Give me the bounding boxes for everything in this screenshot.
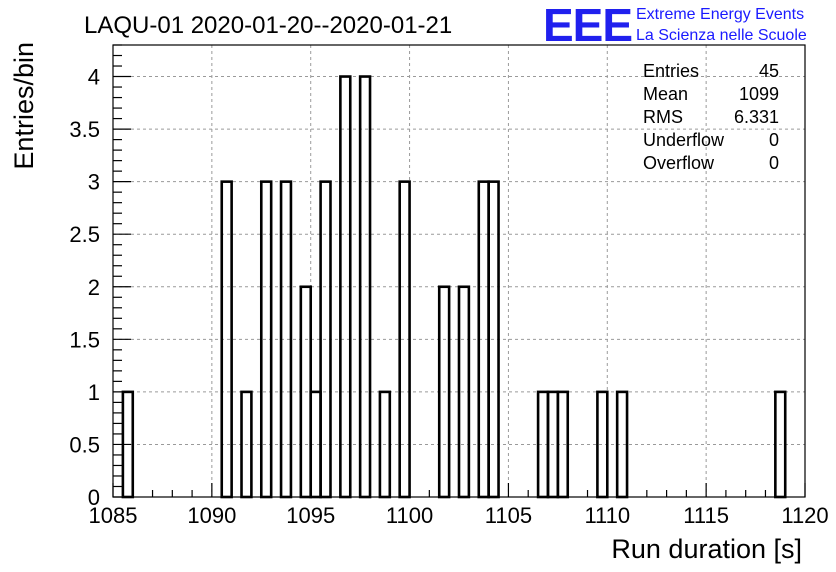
histogram-bars — [121, 75, 787, 499]
x-tick-labels: 1085 1090 1095 1100 1105 1110 1115 1120 — [89, 503, 829, 528]
logo-mark: EEE — [543, 0, 632, 51]
x-tick-label: 1115 — [683, 503, 729, 528]
y-tick-label: 0.5 — [69, 432, 100, 457]
y-tick-label: 3 — [88, 170, 100, 195]
y-tick-label: 3.5 — [69, 117, 100, 142]
x-tick-label: 1085 — [89, 503, 138, 528]
y-tick-label: 2.5 — [69, 222, 100, 247]
x-tick-label: 1095 — [286, 503, 335, 528]
stat-label: RMS — [643, 107, 683, 127]
y-tick-label: 2 — [88, 275, 100, 300]
x-tick-label: 1100 — [386, 503, 433, 528]
logo: EEE Extreme Energy Events La Scienza nel… — [543, 0, 807, 51]
stat-value: 6.331 — [734, 107, 779, 127]
chart-title: LAQU-01 2020-01-20--2020-01-21 — [84, 12, 452, 39]
x-tick-label: 1110 — [584, 503, 630, 528]
y-axis-title: Entries/bin — [9, 42, 39, 170]
stats-box: Entries 45 Mean 1099 RMS 6.331 Underflow 0 Overf… — [643, 61, 779, 173]
y-tick-label: 1.5 — [69, 327, 100, 352]
y-tick-label: 1 — [88, 380, 100, 405]
stat-label: Overflow — [643, 153, 715, 173]
stat-label: Mean — [643, 84, 688, 104]
logo-line-2: La Scienza nelle Scuole — [636, 27, 807, 44]
y-tick-label: 4 — [88, 65, 100, 90]
y-tick-labels: 0 0.5 1 1.5 2 2.5 3 3.5 4 — [69, 65, 100, 510]
logo-line-1: Extreme Energy Events — [636, 6, 804, 23]
stat-value: 0 — [769, 153, 779, 173]
x-axis-title: Run duration [s] — [611, 534, 802, 564]
stat-value: 1099 — [739, 84, 779, 104]
axis-ticks — [112, 44, 806, 498]
stat-label: Entries — [643, 61, 699, 81]
stat-value: 0 — [769, 130, 779, 150]
plot-frame — [112, 44, 806, 498]
stat-value: 45 — [759, 61, 779, 81]
stat-label: Underflow — [643, 130, 725, 150]
x-tick-label: 1090 — [187, 503, 236, 528]
grid — [113, 45, 805, 497]
x-tick-label: 1120 — [781, 503, 828, 528]
y-tick-label: 0 — [88, 485, 100, 510]
x-tick-label: 1105 — [485, 503, 532, 528]
